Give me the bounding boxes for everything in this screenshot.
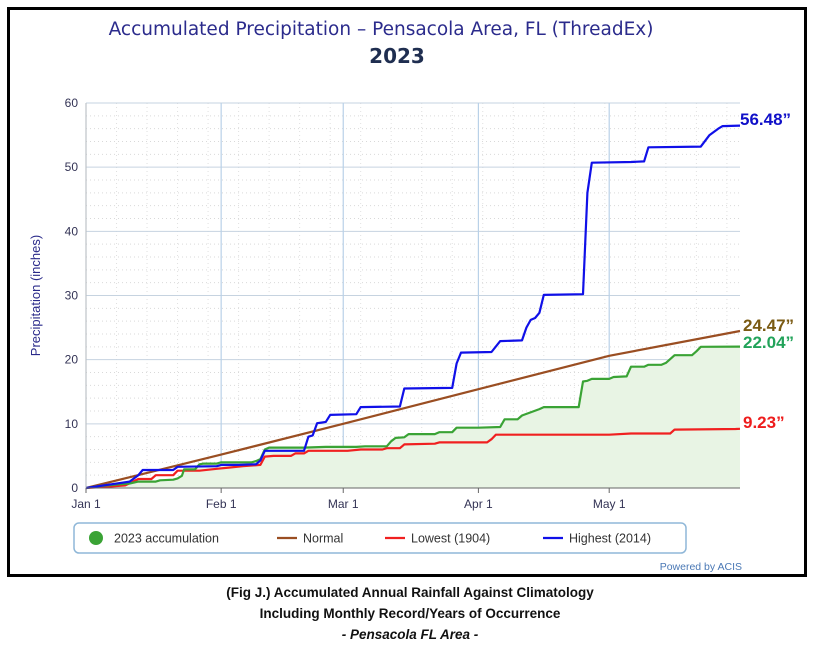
legend-label: 2023 accumulation <box>114 532 219 546</box>
figure-caption-line-3: - Pensacola FL Area - <box>341 627 479 642</box>
series-highest-2014-line <box>85 124 741 490</box>
chart-title: Accumulated Precipitation – Pensacola Ar… <box>109 19 654 40</box>
figure-caption-line-1: (Fig J.) Accumulated Annual Rainfall Aga… <box>226 585 594 600</box>
x-tick-label: Jan 1 <box>71 497 101 511</box>
series-lowest-1904-line <box>85 427 741 490</box>
y-tick-label: 0 <box>71 481 78 495</box>
y-axis-title: Precipitation (inches) <box>28 235 43 356</box>
y-tick-label: 30 <box>65 289 79 303</box>
y-tick-label: 50 <box>65 160 79 174</box>
end-label-highest-2014: 56.48” <box>740 110 791 129</box>
series-2023-accumulation-line <box>85 345 741 490</box>
y-tick-label: 20 <box>65 353 79 367</box>
y-tick-label: 10 <box>65 417 79 431</box>
chart-subtitle: 2023 <box>369 44 425 68</box>
end-label-normal: 24.47” <box>743 316 794 335</box>
legend-item-normal[interactable]: Normal <box>277 532 343 546</box>
y-tick-label: 40 <box>65 224 79 238</box>
x-tick-label: Mar 1 <box>328 497 359 511</box>
x-tick-label: May 1 <box>593 497 626 511</box>
legend-item-2023[interactable]: 2023 accumulation <box>89 531 219 546</box>
series-normal-line <box>85 329 741 490</box>
x-tick-label: Apr 1 <box>464 497 493 511</box>
figure-caption-line-2: Including Monthly Record/Years of Occurr… <box>259 606 561 621</box>
end-label-lowest-1904: 9.23” <box>743 413 785 432</box>
powered-by-credit: Powered by ACIS <box>660 561 742 573</box>
x-tick-label: Feb 1 <box>206 497 237 511</box>
chart-frame: 0 10 20 30 40 50 60 Jan 1 Feb 1 Mar 1 Apr 1 May 1 Pr… <box>7 7 807 577</box>
accumulation-2023-area <box>86 346 740 488</box>
legend-label: Lowest (1904) <box>411 532 490 546</box>
end-label-2023: 22.04” <box>743 333 794 352</box>
legend-label: Highest (2014) <box>569 532 651 546</box>
y-tick-label: 60 <box>65 96 79 110</box>
legend-item-highest-2014[interactable]: Highest (2014) <box>543 532 651 546</box>
precipitation-chart: 0 10 20 30 40 50 60 Jan 1 Feb 1 Mar 1 Apr 1 May 1 Pr… <box>28 19 794 573</box>
legend-label: Normal <box>303 532 343 546</box>
legend-box <box>73 522 687 554</box>
legend-marker-dot <box>89 531 103 545</box>
legend-item-lowest-1904[interactable]: Lowest (1904) <box>385 532 490 546</box>
